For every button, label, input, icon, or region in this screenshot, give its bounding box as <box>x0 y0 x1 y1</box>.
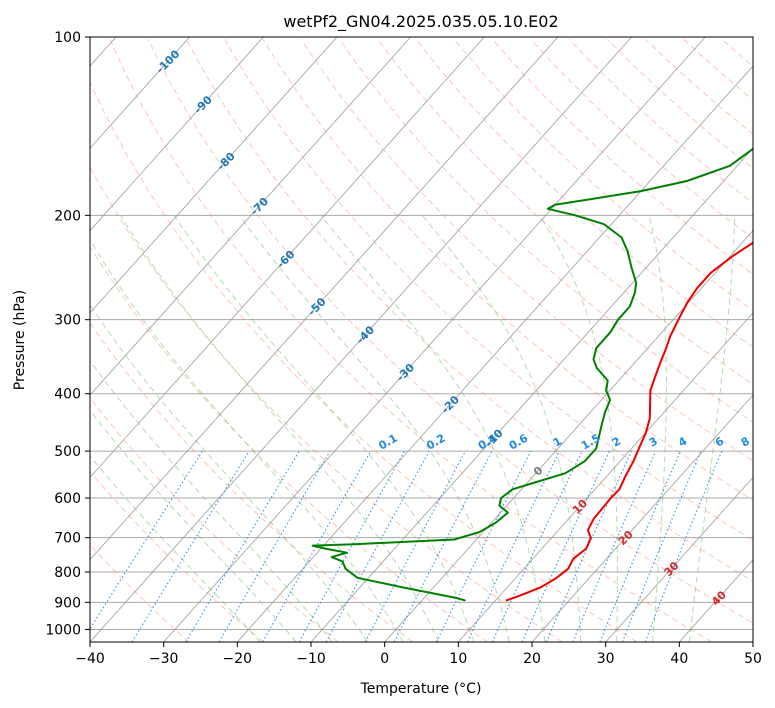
y-tick-label-4: 500 <box>54 444 81 460</box>
series-line-0 <box>505 241 753 602</box>
moist-adiabat--5 <box>90 304 369 642</box>
y-tick-label-0: 100 <box>54 30 81 46</box>
x-tick-label-8: 40 <box>670 651 688 667</box>
isotherm-line--80 <box>90 37 338 314</box>
dry-adiabat-50 <box>147 39 753 624</box>
moist-adiabat--15 <box>90 409 297 642</box>
mixing-ratio-line-1 <box>131 450 250 642</box>
moist-adiabat-0 <box>90 239 404 642</box>
isotherm-line--40 <box>90 37 632 642</box>
moist-adiabat-20 <box>320 214 546 642</box>
dry-adiabat-30 <box>90 81 638 642</box>
x-tick-label-2: −20 <box>223 651 253 667</box>
mixing-ratio-line-15 <box>599 450 682 642</box>
moist-adiabat-10 <box>173 215 475 642</box>
moist-adiabat-30 <box>539 215 618 642</box>
isotherm-line--20 <box>236 65 753 642</box>
series-line-1 <box>311 147 753 602</box>
moist-adiabat-5 <box>120 215 439 642</box>
isotherm-line--70 <box>90 37 411 396</box>
isotherm-line--90 <box>90 37 264 232</box>
mixing-ratio-line-4 <box>262 450 372 642</box>
mixing-ratio-line-16 <box>621 450 702 642</box>
y-tick-label-3: 400 <box>54 387 81 403</box>
dry-adiabat-0 <box>90 322 414 642</box>
mixing-ratio-line-14 <box>572 450 657 642</box>
dry-adiabat-110 <box>377 38 753 385</box>
sounding-traces <box>311 147 753 602</box>
dry-adiabat-80 <box>262 39 753 501</box>
moist-adiabat-15 <box>238 215 510 642</box>
background-lines <box>90 37 753 642</box>
dry-adiabat-60 <box>186 39 753 582</box>
chart-title: wetPf2_GN04.2025.035.05.10.E02 <box>283 12 558 32</box>
isotherm-line--30 <box>163 37 706 642</box>
x-axis-label: Temperature (°C) <box>360 681 482 697</box>
x-tick-label-0: −40 <box>75 651 105 667</box>
dry-adiabat-130 <box>453 38 753 311</box>
dry-adiabat-40 <box>109 39 712 642</box>
x-tick-label-5: 10 <box>449 651 467 667</box>
x-tick-label-7: 30 <box>597 651 615 667</box>
y-tick-label-6: 700 <box>54 531 81 547</box>
x-tick-label-1: −30 <box>149 651 179 667</box>
moist-adiabat-40 <box>688 215 736 642</box>
isotherm-line--50 <box>90 37 559 561</box>
isotherm-line-30 <box>605 476 753 642</box>
isotherm-line--100 <box>90 37 190 149</box>
x-tick-label-6: 20 <box>523 651 541 667</box>
isotherm-line-0 <box>384 229 753 642</box>
axes: −40 −30 −20 −10 0 10 20 30 40 50 100 200 300 400 500 60… <box>45 30 762 667</box>
y-tick-label-7: 800 <box>54 565 81 581</box>
isotherm-line-20 <box>531 394 753 642</box>
x-tick-label-9: 50 <box>744 651 762 667</box>
dry-adiabat-160 <box>568 38 753 204</box>
y-axis-label: Pressure (hPa) <box>12 290 28 390</box>
x-tick-label-4: 0 <box>380 651 389 667</box>
y-tick-label-1: 200 <box>54 208 81 224</box>
mixing-ratio-line-13 <box>545 450 633 642</box>
y-tick-label-5: 600 <box>54 491 81 507</box>
dry-adiabat--10 <box>90 396 339 642</box>
y-tick-label-2: 300 <box>54 313 81 329</box>
mixing-ratio-line-5 <box>298 450 405 642</box>
y-tick-label-9: 1000 <box>45 622 81 638</box>
dry-adiabat-170 <box>606 38 753 170</box>
y-tick-label-8: 900 <box>54 595 81 611</box>
mixing-ratio-line-6 <box>325 450 430 642</box>
dry-adiabat-120 <box>415 38 753 348</box>
moist-adiabat-25 <box>421 214 582 642</box>
isotherm-line-10 <box>457 312 753 642</box>
dry-adiabat-70 <box>224 39 753 541</box>
isotherm-line--60 <box>90 37 485 479</box>
plot-frame <box>89 36 754 643</box>
mixing-ratio-line-17 <box>644 450 723 642</box>
dry-adiabat-100 <box>339 39 753 423</box>
mixing-ratio-line-0 <box>90 450 203 630</box>
moist-adiabat--20 <box>90 455 261 642</box>
mixing-ratio-line-9 <box>435 450 532 642</box>
x-tick-label-3: −10 <box>296 651 326 667</box>
moist-adiabat-35 <box>648 215 667 642</box>
